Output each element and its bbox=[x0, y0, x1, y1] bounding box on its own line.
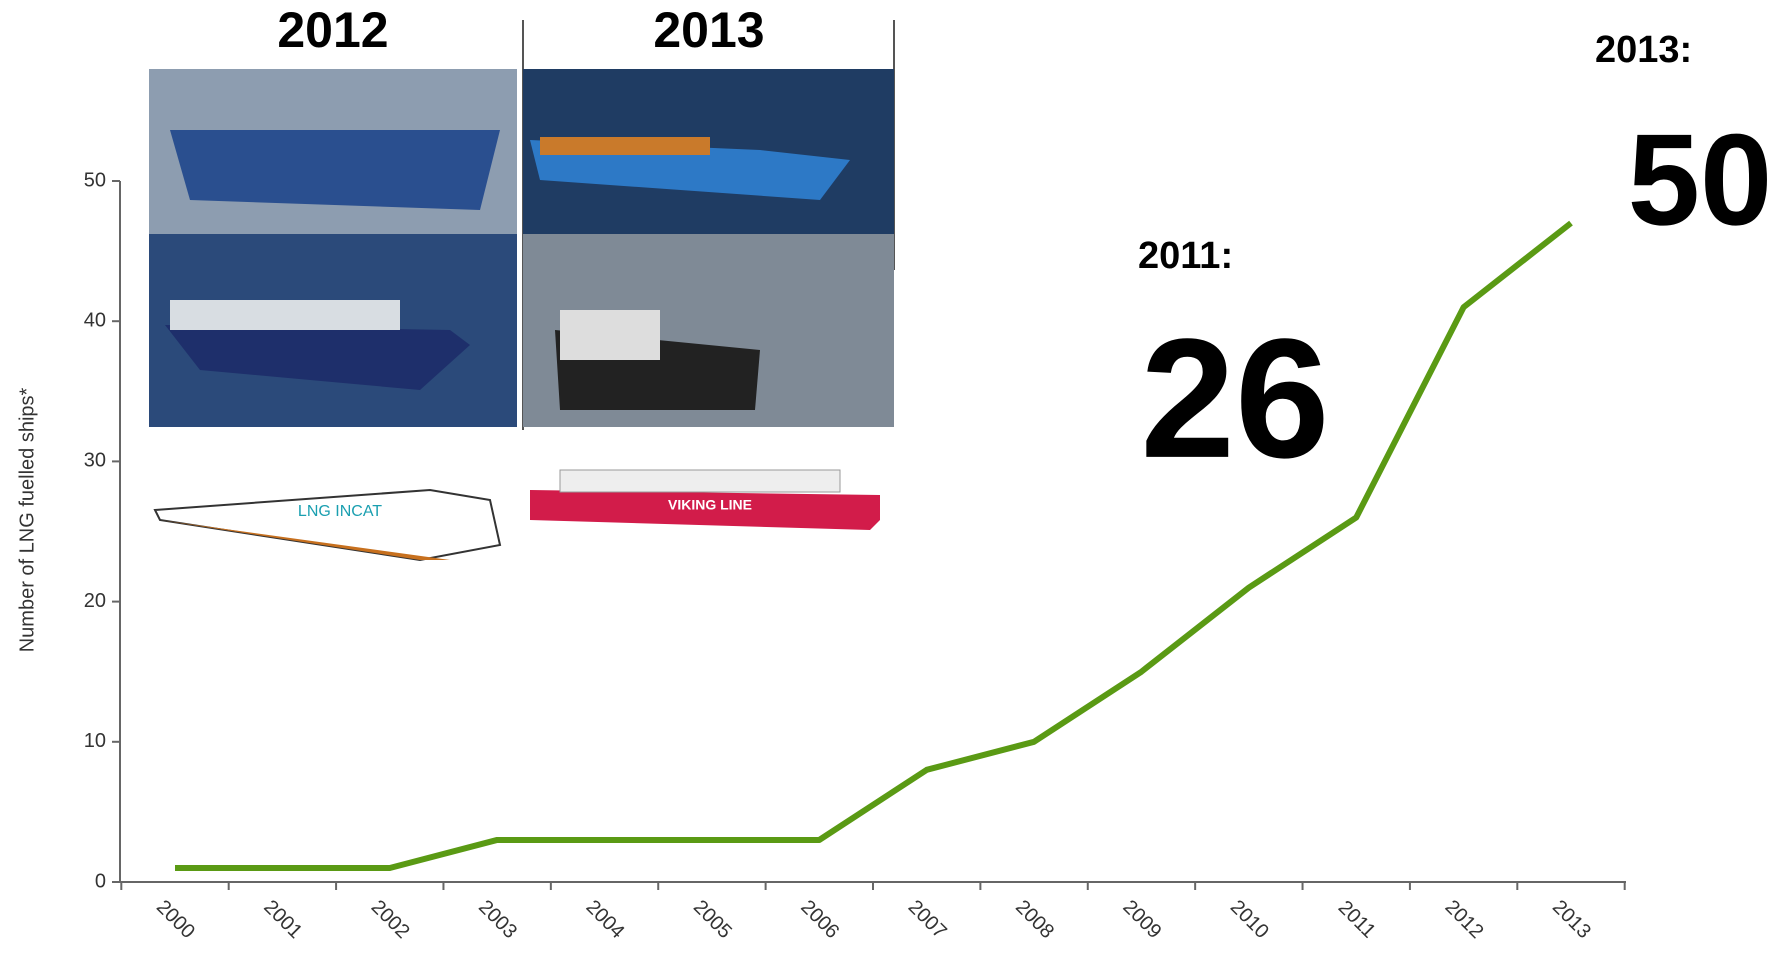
x-tick-label: 2005 bbox=[689, 896, 736, 943]
x-tick-label: 2008 bbox=[1011, 896, 1058, 943]
y-axis-label: Number of LNG fuelled ships* bbox=[16, 388, 38, 653]
y-tick-label: 30 bbox=[84, 450, 106, 472]
annotation-value: 50 bbox=[1628, 106, 1773, 252]
ship bbox=[165, 325, 470, 390]
data-line bbox=[175, 220, 1573, 871]
ship-deck bbox=[170, 300, 400, 330]
x-tick-label: 2002 bbox=[367, 896, 414, 943]
x-tick-label: 2000 bbox=[152, 896, 199, 943]
ship-bridge bbox=[560, 310, 660, 360]
annotation-label: 2011: bbox=[1138, 235, 1233, 277]
panel-title: 2013 bbox=[653, 2, 764, 58]
ship-photos: LNG INCAT VIKING LINE bbox=[149, 20, 895, 562]
panel-title: 2012 bbox=[277, 2, 388, 58]
y-tick-label: 40 bbox=[84, 309, 106, 331]
y-tick-label: 10 bbox=[84, 730, 106, 752]
x-tick-label: 2001 bbox=[259, 896, 306, 943]
ship-hull bbox=[160, 520, 450, 560]
y-tick-label: 20 bbox=[84, 590, 106, 612]
x-tick-label: 2013 bbox=[1548, 896, 1595, 943]
x-tick-label: 2010 bbox=[1226, 896, 1273, 943]
ship bbox=[170, 130, 500, 210]
ship-text: LNG INCAT bbox=[298, 503, 382, 520]
ship-deck bbox=[559, 469, 841, 493]
y-tick-label: 0 bbox=[95, 870, 106, 892]
x-tick-label: 2011 bbox=[1334, 897, 1380, 943]
ship bbox=[153, 488, 502, 562]
annotation-value: 26 bbox=[1140, 304, 1329, 494]
ship bbox=[530, 490, 880, 530]
x-tick-label: 2009 bbox=[1118, 896, 1165, 943]
ship-text: VIKING LINE bbox=[668, 497, 752, 513]
x-tick-label: 2012 bbox=[1441, 896, 1488, 943]
ship-deck bbox=[540, 137, 710, 155]
annotation-label: 2013: bbox=[1595, 29, 1692, 71]
x-tick-label: 2007 bbox=[904, 896, 951, 943]
x-tick-label: 2006 bbox=[796, 896, 843, 943]
x-tick-label: 2004 bbox=[582, 896, 629, 943]
y-tick-label: 50 bbox=[84, 169, 106, 191]
x-tick-label: 2003 bbox=[474, 896, 521, 943]
